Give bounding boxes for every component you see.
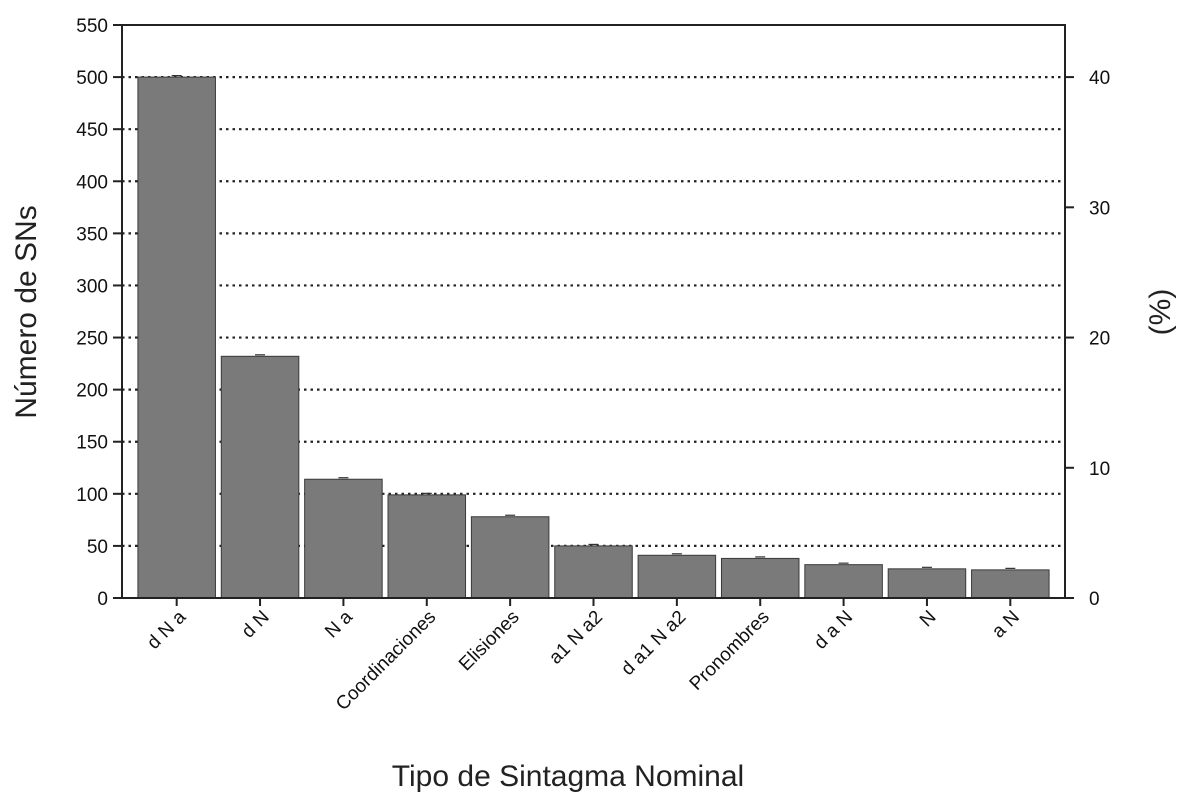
x-category-label: d N — [238, 607, 274, 643]
x-category-label: a1 N a2 — [545, 607, 607, 669]
x-category-label: d a1 N a2 — [617, 607, 690, 680]
y2-tick-label: 30 — [1089, 198, 1110, 219]
y-tick-label: 500 — [76, 68, 108, 89]
x-category-label: Elisiones — [455, 607, 524, 676]
y2-tick-label: 40 — [1089, 68, 1110, 89]
y-tick-label: 400 — [76, 172, 108, 193]
bar — [720, 557, 800, 599]
y2-tick-label: 10 — [1089, 459, 1110, 480]
y2-tick-label: 0 — [1089, 589, 1100, 610]
y-tick-label: 0 — [97, 589, 108, 610]
bar — [637, 554, 717, 599]
y-axis-title: Número de SNs — [10, 205, 43, 418]
bar — [554, 545, 633, 599]
bars — [137, 74, 1050, 599]
y2-axis-ticks: 0 10 20 30 40 — [1065, 68, 1110, 610]
y-tick-label: 100 — [76, 485, 108, 506]
y-axis-ticks: 0 50 100 150 200 250 300 350 400 450 500 550 — [76, 16, 122, 610]
y-tick-label: 150 — [76, 433, 108, 454]
y-tick-label: 350 — [76, 224, 108, 245]
bar — [137, 76, 216, 599]
bar — [304, 478, 383, 599]
x-category-label: N — [916, 607, 941, 632]
x-category-label: Pronombres — [686, 607, 774, 695]
bar — [971, 569, 1050, 599]
y-tick-label: 250 — [76, 329, 108, 350]
bar — [220, 355, 300, 599]
y-tick-label: 450 — [76, 120, 108, 141]
y-tick-label: 50 — [87, 537, 108, 558]
bar — [470, 516, 550, 599]
y2-tick-label: 20 — [1089, 329, 1110, 350]
y2-axis-title: (%) — [1144, 289, 1177, 336]
y-tick-label: 200 — [76, 381, 108, 402]
y-tick-label: 300 — [76, 276, 108, 297]
bar — [887, 568, 967, 599]
bar — [804, 564, 883, 599]
bar — [387, 494, 467, 599]
x-category-label: d a N — [810, 607, 857, 654]
x-category-label: a N — [988, 607, 1024, 643]
y-tick-label: 550 — [76, 16, 108, 37]
x-category-label: N a — [321, 606, 357, 642]
x-category-label: d N a — [143, 606, 190, 653]
x-axis-title: Tipo de Sintagma Nominal — [392, 760, 744, 793]
